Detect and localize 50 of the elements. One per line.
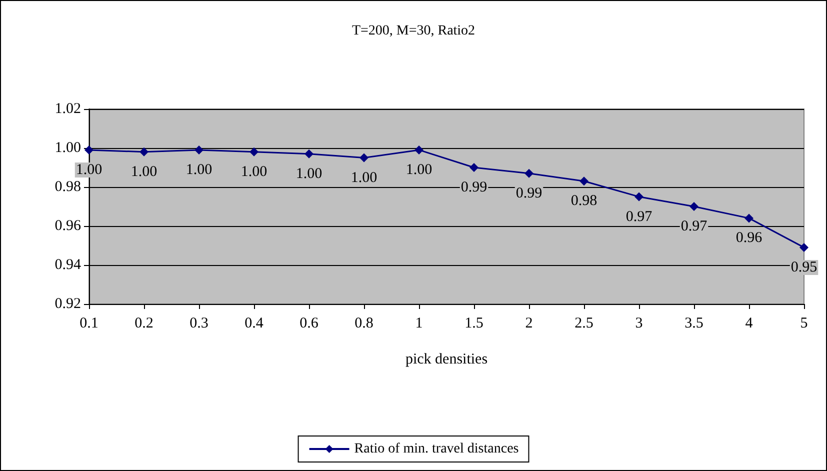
point bbox=[250, 147, 258, 156]
point bbox=[140, 147, 148, 156]
y-tick-label: 1.02 bbox=[54, 101, 81, 117]
x-tick-label: 0.3 bbox=[190, 316, 208, 332]
x-tick-label: 0.6 bbox=[300, 316, 319, 332]
data-label: 0.98 bbox=[570, 193, 598, 210]
x-tick-label: 4 bbox=[745, 316, 754, 332]
point bbox=[744, 214, 754, 223]
data-label: 1.00 bbox=[240, 164, 268, 180]
point bbox=[524, 168, 534, 178]
data-label: 1.00 bbox=[296, 166, 322, 182]
y-tick-label: 0.98 bbox=[54, 179, 81, 195]
x-tick-label: 0.4 bbox=[244, 316, 264, 332]
x-tick-label: 0.1 bbox=[80, 316, 98, 332]
data-label: 1.00 bbox=[406, 162, 432, 178]
legend-label: Ratio of min. travel distances bbox=[354, 442, 519, 456]
x-axis-title: pick densities bbox=[405, 352, 488, 368]
point bbox=[800, 242, 808, 252]
point bbox=[414, 145, 424, 154]
data-label: 1.00 bbox=[76, 162, 102, 178]
point bbox=[470, 163, 478, 172]
x-tick-label: 0.2 bbox=[134, 316, 154, 332]
data-label: 0.99 bbox=[460, 180, 488, 196]
y-tick-label: 0.92 bbox=[54, 296, 81, 312]
point bbox=[690, 202, 698, 211]
x-tick-label: 2.5 bbox=[574, 316, 594, 332]
x-tick-label: 3 bbox=[635, 316, 643, 332]
data-label: 0.95 bbox=[790, 259, 818, 276]
y-tick-label: 1.00 bbox=[54, 140, 81, 156]
data-label: 1.00 bbox=[186, 162, 212, 178]
point bbox=[580, 176, 588, 186]
x-tick-label: 1.5 bbox=[464, 316, 484, 332]
data-label: 0.97 bbox=[680, 218, 708, 234]
x-tick-label: 5 bbox=[800, 316, 808, 332]
point bbox=[194, 145, 204, 154]
y-tick-label: 0.94 bbox=[54, 257, 82, 273]
chart-title: T=200, M=30, Ratio2 bbox=[352, 24, 476, 38]
x-tick-label: 2 bbox=[525, 316, 533, 332]
point bbox=[304, 149, 314, 158]
point bbox=[360, 153, 368, 162]
x-tick-label: 1 bbox=[415, 316, 423, 332]
x-tick-label: 0.8 bbox=[354, 316, 374, 332]
data-label: 0.99 bbox=[516, 185, 542, 202]
x-tick-label: 3.5 bbox=[684, 316, 704, 332]
data-label: 1.00 bbox=[350, 170, 378, 186]
data-label: 0.97 bbox=[626, 208, 653, 225]
point bbox=[634, 192, 644, 202]
data-label: 1.00 bbox=[130, 164, 158, 180]
data-label: 0.96 bbox=[736, 230, 763, 246]
y-tick-label: 0.96 bbox=[54, 218, 82, 234]
